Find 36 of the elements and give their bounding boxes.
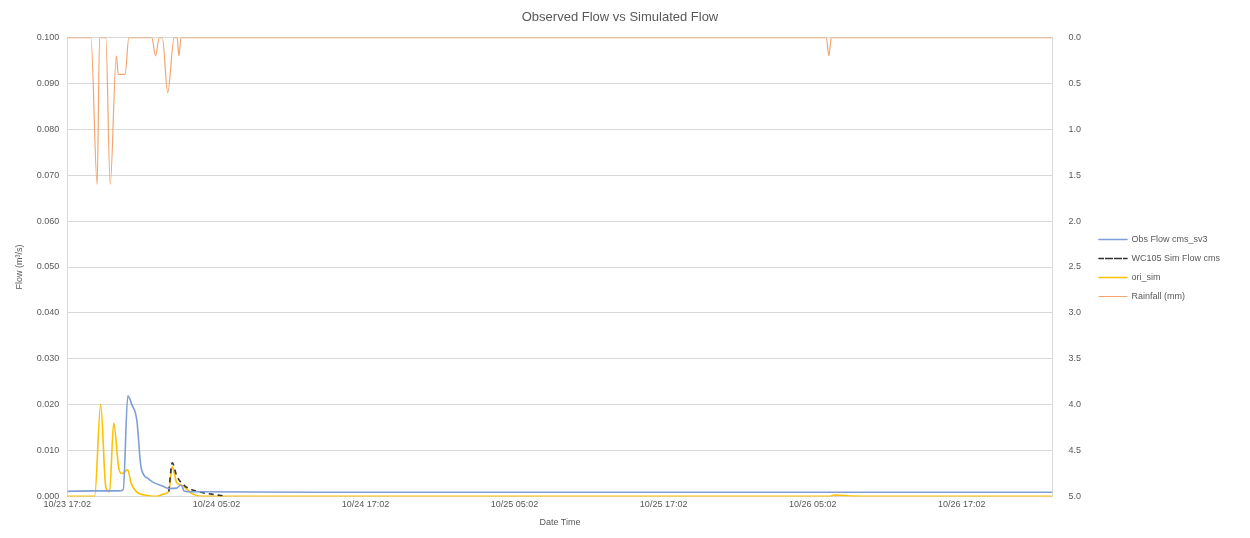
y2-tick-label: 2.0 [1068,215,1081,226]
legend-label: Obs Flow cms_sv3 [1131,233,1208,244]
x-tick-label: 10/26 05:02 [788,499,837,510]
y2-tick-label: 5.0 [1068,490,1081,501]
y-tick-label: 0.090 [36,77,60,88]
y-tick-label: 0.010 [36,445,60,455]
y2-tick-label: 3.0 [1068,307,1081,318]
legend-label: ori_sim [1131,271,1161,282]
x-tick-label: 10/26 17:02 [938,499,986,510]
x-tick-label: 10/25 05:02 [490,499,539,510]
y-axis-title: Flow (m³/s) [13,244,24,290]
x-axis-title: Date Time [539,517,581,528]
y-tick-label: 0.060 [36,215,60,226]
legend-label: WC105 Sim Flow cms [1131,252,1221,263]
x-tick-label: 10/24 17:02 [341,499,390,510]
y2-tick-label: 4.5 [1068,445,1081,455]
legend-label: Rainfall (mm) [1131,290,1186,301]
y2-tick-label: 4.0 [1068,399,1081,410]
y2-tick-label: 0.5 [1068,77,1081,88]
y2-tick-label: 2.5 [1068,261,1081,272]
x-tick-label: 10/24 05:02 [192,499,241,510]
x-tick-label: 10/23 17:02 [43,499,92,510]
y-tick-label: 0.000 [36,490,60,501]
y-tick-label: 0.080 [36,123,60,134]
y2-tick-label: 1.0 [1068,123,1081,134]
y2-tick-label: 1.5 [1068,169,1081,180]
y-tick-label: 0.020 [36,399,60,410]
y-tick-label: 0.040 [36,307,60,318]
x-tick-label: 10/25 17:02 [639,499,688,510]
chart-title: Observed Flow vs Simulated Flow [521,9,719,25]
y-tick-label: 0.050 [36,261,60,272]
y-tick-label: 0.070 [36,169,60,180]
y2-tick-label: 3.5 [1068,353,1081,364]
y2-tick-label: 0.0 [1068,32,1081,43]
y-tick-label: 0.030 [36,353,60,364]
y-tick-label: 0.100 [36,32,60,43]
